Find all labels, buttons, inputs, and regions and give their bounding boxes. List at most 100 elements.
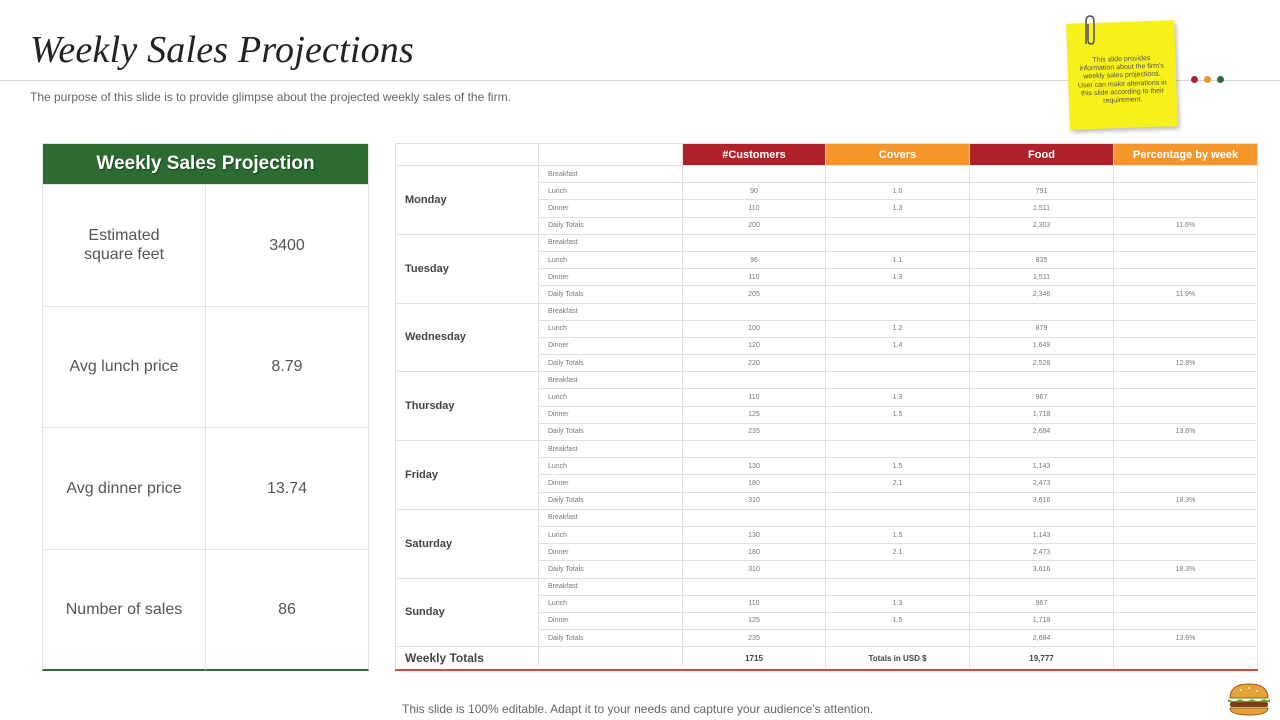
- cell-customers: 310: [682, 560, 826, 579]
- cell-customers: 130: [682, 457, 826, 476]
- meal-label: Dinner: [538, 405, 683, 424]
- cell-food: [969, 439, 1114, 459]
- table-row: Daily Totals 235 2,684 13.6%: [396, 629, 1258, 648]
- cell-customers: 220: [682, 354, 826, 373]
- totals-blank: [538, 646, 683, 671]
- cell-customers: [682, 302, 826, 321]
- cell-food: 1,143: [969, 457, 1114, 476]
- cell-pct: [1113, 611, 1258, 631]
- cell-pct: [1113, 525, 1258, 545]
- meal-label: Lunch: [538, 388, 683, 407]
- table-row: Daily Totals 205 2,346 11.9%: [396, 285, 1258, 304]
- cell-covers: 1.5: [825, 525, 970, 545]
- cell-food: 791: [969, 182, 1114, 201]
- cell-customers: 235: [682, 422, 826, 442]
- card-row: Avg lunch price 8.79: [43, 305, 368, 427]
- cell-pct: [1113, 319, 1258, 338]
- header-percentage: Percentage by week: [1113, 143, 1258, 166]
- table-body: Monday Breakfast Lunch 90 1.0 791 Dinner 110 1.3…: [395, 164, 1258, 671]
- day-label: Monday: [395, 165, 539, 235]
- table-row: Lunch 100 1.2 879: [396, 319, 1258, 338]
- meal-label: Daily Totals: [538, 560, 683, 579]
- cell-food: 2,684: [969, 629, 1114, 648]
- cell-pct: 18.3%: [1113, 560, 1258, 579]
- cell-covers: 1.0: [825, 182, 970, 201]
- cell-food: 967: [969, 594, 1114, 613]
- table-row: Dinner 125 1.5 1,718: [396, 611, 1258, 631]
- cell-food: 2,473: [969, 543, 1114, 562]
- meal-label: Lunch: [538, 250, 683, 270]
- cell-customers: [682, 577, 826, 596]
- cell-food: 3,616: [969, 560, 1114, 579]
- table-row: Daily Totals 310 3,616 18.3%: [396, 560, 1258, 579]
- cell-food: [969, 233, 1114, 252]
- card-row-label: Estimated square feet: [43, 185, 206, 306]
- cell-covers: 1.3: [825, 268, 970, 287]
- cell-food: 2,346: [969, 285, 1114, 304]
- cell-covers: [825, 371, 970, 390]
- cell-customers: 310: [682, 491, 826, 510]
- meal-label: Breakfast: [538, 233, 683, 252]
- cell-food: 1,649: [969, 336, 1114, 356]
- cell-covers: [825, 285, 970, 304]
- cell-covers: 1.1: [825, 250, 970, 270]
- meal-label: Dinner: [538, 543, 683, 562]
- table-row: Wednesday Breakfast: [395, 302, 1258, 373]
- meal-label: Breakfast: [538, 164, 683, 184]
- meal-label: Daily Totals: [538, 354, 683, 373]
- cell-covers: [825, 422, 970, 442]
- cell-food: 879: [969, 319, 1114, 338]
- cell-pct: [1113, 182, 1258, 201]
- card-row-label: Avg dinner price: [43, 428, 206, 549]
- header-customers: #Customers: [682, 143, 826, 166]
- meal-label: Breakfast: [538, 302, 683, 321]
- table-row: Dinner 120 1.4 1,649: [396, 336, 1258, 356]
- table-row: Saturday Breakfast: [395, 508, 1258, 579]
- day-label: Saturday: [395, 508, 539, 579]
- cell-pct: 11.6%: [1113, 216, 1258, 235]
- cell-covers: [825, 216, 970, 235]
- cell-pct: [1113, 233, 1258, 252]
- cell-pct: [1113, 302, 1258, 321]
- card-row-value: 13.74: [266, 479, 308, 497]
- cell-covers: [825, 439, 970, 459]
- cell-food: 1,718: [969, 611, 1114, 631]
- cell-covers: 1.5: [825, 611, 970, 631]
- card-row: Number of sales 86: [43, 548, 368, 670]
- cell-customers: 96: [682, 250, 826, 270]
- cell-food: [969, 164, 1114, 184]
- cell-covers: 1.5: [825, 405, 970, 424]
- cell-pct: [1113, 457, 1258, 476]
- burger-icon: [1228, 683, 1270, 716]
- cell-pct: [1113, 543, 1258, 562]
- cell-covers: [825, 233, 970, 252]
- meal-label: Lunch: [538, 182, 683, 201]
- totals-food: 19,777: [969, 646, 1114, 671]
- table-row: Dinner 180 2.1 2,473: [396, 543, 1258, 562]
- page-title: Weekly Sales Projections: [30, 29, 414, 71]
- meal-label: Daily Totals: [538, 491, 683, 510]
- cell-pct: [1113, 268, 1258, 287]
- cell-covers: [825, 491, 970, 510]
- header-blank: [538, 143, 683, 166]
- card-row-value: 86: [278, 601, 296, 619]
- cell-food: 2,528: [969, 354, 1114, 373]
- cell-customers: 205: [682, 285, 826, 304]
- card-row-label: Number of sales: [43, 549, 206, 670]
- cell-food: 1,511: [969, 199, 1114, 218]
- cell-food: [969, 577, 1114, 596]
- weekly-sales-projection-card: Weekly Sales Projection Estimated square…: [42, 143, 369, 671]
- cell-customers: 180: [682, 543, 826, 562]
- cell-pct: [1113, 405, 1258, 424]
- cell-covers: 1.4: [825, 336, 970, 356]
- cell-food: 835: [969, 250, 1114, 270]
- cell-covers: [825, 560, 970, 579]
- cell-pct: 18.3%: [1113, 491, 1258, 510]
- cell-food: 1,511: [969, 268, 1114, 287]
- header-blank: [395, 143, 539, 166]
- cell-customers: 110: [682, 594, 826, 613]
- cell-pct: [1113, 388, 1258, 407]
- cell-customers: 110: [682, 199, 826, 218]
- cell-covers: 2.1: [825, 543, 970, 562]
- header-covers: Covers: [825, 143, 970, 166]
